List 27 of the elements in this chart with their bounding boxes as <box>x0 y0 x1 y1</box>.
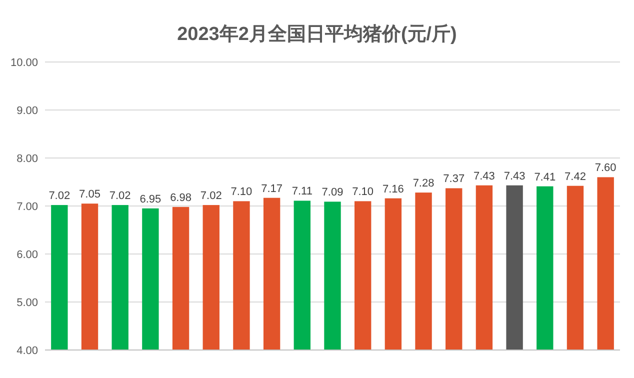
data-label: 7.43 <box>504 170 526 182</box>
data-label: 7.02 <box>109 190 131 202</box>
data-label: 7.02 <box>200 190 222 202</box>
data-label: 7.37 <box>443 173 465 186</box>
data-label: 7.05 <box>79 188 100 201</box>
chart-title: 2023年2月全国日平均猪价(元/斤) <box>177 23 457 45</box>
y-tick-label: 6.00 <box>16 248 38 261</box>
data-label: 7.60 <box>594 162 616 174</box>
data-label: 7.02 <box>48 190 70 202</box>
data-label: 7.09 <box>322 186 344 199</box>
data-label: 7.43 <box>474 170 495 182</box>
y-tick-label: 4.00 <box>16 344 38 357</box>
data-label: 7.16 <box>382 183 404 196</box>
data-label: 7.10 <box>352 186 374 198</box>
y-tick-label: 7.00 <box>16 200 38 213</box>
data-label: 7.11 <box>292 186 312 198</box>
data-label: 6.98 <box>170 192 192 204</box>
data-label: 7.42 <box>564 170 586 183</box>
data-label: 7.41 <box>534 171 556 184</box>
y-tick-label: 8.00 <box>16 152 38 165</box>
data-label: 7.17 <box>261 182 283 195</box>
data-label: 6.95 <box>140 193 162 206</box>
y-tick-label: 5.00 <box>16 296 38 309</box>
y-tick-label: 9.00 <box>16 104 38 117</box>
data-label: 7.28 <box>412 178 434 190</box>
y-tick-label: 10.00 <box>10 56 38 69</box>
data-label: 7.10 <box>230 186 252 198</box>
